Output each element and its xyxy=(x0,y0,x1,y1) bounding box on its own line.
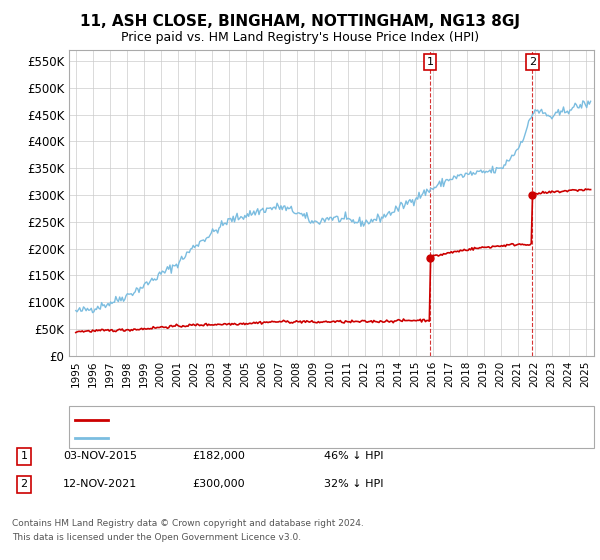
Text: 12-NOV-2021: 12-NOV-2021 xyxy=(63,479,137,489)
Text: 11, ASH CLOSE, BINGHAM, NOTTINGHAM, NG13 8GJ: 11, ASH CLOSE, BINGHAM, NOTTINGHAM, NG13… xyxy=(80,14,520,29)
Text: HPI: Average price, detached house, Rushcliffe: HPI: Average price, detached house, Rush… xyxy=(114,432,370,442)
Text: Contains HM Land Registry data © Crown copyright and database right 2024.: Contains HM Land Registry data © Crown c… xyxy=(12,519,364,528)
Text: 32% ↓ HPI: 32% ↓ HPI xyxy=(324,479,383,489)
Text: £300,000: £300,000 xyxy=(192,479,245,489)
Text: £182,000: £182,000 xyxy=(192,451,245,461)
Text: 46% ↓ HPI: 46% ↓ HPI xyxy=(324,451,383,461)
Text: 1: 1 xyxy=(427,57,433,67)
Text: This data is licensed under the Open Government Licence v3.0.: This data is licensed under the Open Gov… xyxy=(12,533,301,542)
Text: 2: 2 xyxy=(529,57,536,67)
Text: 03-NOV-2015: 03-NOV-2015 xyxy=(63,451,137,461)
Text: Price paid vs. HM Land Registry's House Price Index (HPI): Price paid vs. HM Land Registry's House … xyxy=(121,31,479,44)
Text: 1: 1 xyxy=(20,451,28,461)
Text: 11, ASH CLOSE, BINGHAM, NOTTINGHAM, NG13 8GJ (detached house): 11, ASH CLOSE, BINGHAM, NOTTINGHAM, NG13… xyxy=(114,413,497,423)
Text: 2: 2 xyxy=(20,479,28,489)
